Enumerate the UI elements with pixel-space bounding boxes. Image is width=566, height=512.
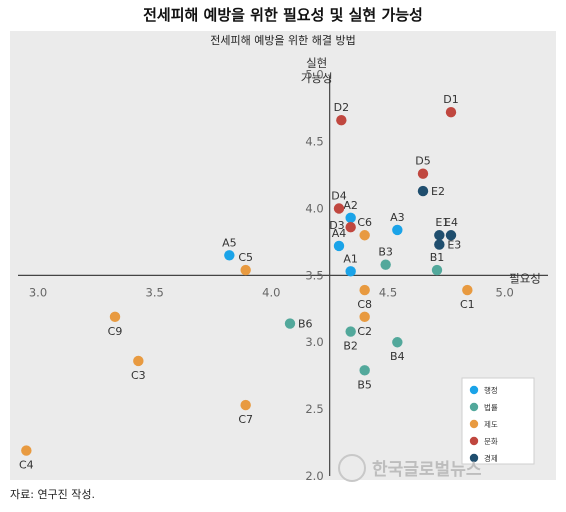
data-point — [333, 203, 345, 214]
data-point — [380, 259, 391, 270]
x-axis-title: 필요성 — [509, 271, 541, 285]
point-label: C1 — [460, 298, 475, 311]
data-point — [240, 264, 251, 276]
point-label: C6 — [357, 216, 372, 229]
data-point — [417, 168, 429, 179]
data-point — [359, 284, 370, 296]
data-point — [284, 318, 296, 329]
source-note: 자료: 연구진 작성. — [10, 488, 96, 501]
point-label: B4 — [390, 350, 405, 363]
data-point — [345, 212, 356, 224]
point-label: A4 — [332, 227, 347, 240]
legend-marker — [469, 436, 479, 446]
legend-label: 문화 — [484, 437, 498, 446]
page-title: 전세피해 예방을 위한 필요성 및 실현 가능성 — [143, 6, 423, 24]
y-tick-label: 5.0 — [305, 68, 323, 82]
legend-marker — [469, 385, 479, 395]
point-label: B2 — [343, 340, 358, 353]
x-tick-label: 4.5 — [379, 285, 397, 299]
data-point — [21, 445, 32, 456]
y-tick-label: 4.0 — [305, 201, 323, 215]
point-label: B6 — [298, 318, 313, 331]
point-label: A3 — [390, 211, 405, 224]
data-point — [333, 240, 345, 252]
point-label: C7 — [238, 413, 253, 426]
watermark-text: 한국글로벌뉴스 — [372, 460, 482, 480]
data-point — [109, 311, 121, 323]
point-label: C2 — [357, 325, 372, 338]
legend-marker — [469, 402, 479, 412]
data-point — [417, 185, 429, 197]
point-label: C3 — [131, 369, 146, 382]
point-label: A2 — [343, 199, 358, 212]
legend-label: 법률 — [484, 402, 498, 412]
data-point — [345, 222, 356, 233]
point-label: D4 — [331, 189, 346, 202]
point-label: D5 — [415, 155, 430, 168]
y-tick-label: 3.0 — [305, 335, 323, 349]
point-label: E1 — [435, 216, 449, 229]
point-label: E4 — [444, 216, 458, 229]
data-point — [345, 326, 356, 337]
legend-marker — [469, 453, 479, 463]
point-label: C4 — [19, 459, 34, 472]
watermark-logo — [338, 454, 366, 482]
x-tick-label: 4.0 — [262, 285, 280, 299]
point-label: B3 — [378, 246, 393, 259]
point-label: C5 — [238, 251, 253, 264]
data-point — [336, 115, 347, 126]
point-label: B1 — [430, 251, 445, 264]
point-label: C9 — [108, 325, 123, 338]
y-tick-label: 2.5 — [305, 402, 323, 416]
x-tick-label: 3.5 — [146, 285, 164, 299]
data-point — [392, 337, 403, 348]
point-label: E2 — [431, 185, 445, 198]
y-tick-label: 4.5 — [305, 135, 323, 149]
data-point — [240, 399, 251, 411]
data-point — [359, 311, 370, 323]
data-point — [462, 284, 473, 296]
x-tick-label: 3.0 — [29, 285, 47, 299]
data-point — [224, 250, 235, 261]
legend-label: 행정 — [484, 385, 498, 395]
data-point — [434, 230, 445, 241]
data-point — [133, 355, 144, 367]
point-label: D2 — [334, 101, 349, 114]
y-axis-title-line1: 실현 — [306, 56, 327, 70]
data-point — [445, 230, 457, 241]
y-axis-title-line2: 가능성 — [301, 71, 333, 85]
data-point — [345, 266, 356, 277]
x-tick-label: 5.0 — [496, 285, 514, 299]
point-label: C8 — [357, 298, 372, 311]
point-label: A1 — [343, 252, 358, 265]
chart-subtitle: 전세피해 예방을 위한 해결 방법 — [210, 34, 356, 47]
y-tick-label: 2.0 — [305, 469, 323, 483]
data-point — [434, 239, 445, 250]
data-point — [392, 224, 403, 236]
point-label: B5 — [357, 378, 372, 391]
y-tick-label: 3.5 — [305, 268, 323, 282]
legend-label: 제도 — [484, 420, 498, 429]
point-label: E3 — [447, 239, 461, 252]
data-point — [431, 264, 443, 276]
point-label: D1 — [443, 93, 458, 106]
point-label: A5 — [222, 236, 237, 249]
data-point — [445, 106, 457, 118]
point-label: D3 — [329, 219, 344, 232]
legend-marker — [469, 419, 479, 429]
data-point — [359, 230, 370, 241]
legend-label: 경제 — [484, 453, 498, 463]
data-point — [359, 365, 370, 376]
